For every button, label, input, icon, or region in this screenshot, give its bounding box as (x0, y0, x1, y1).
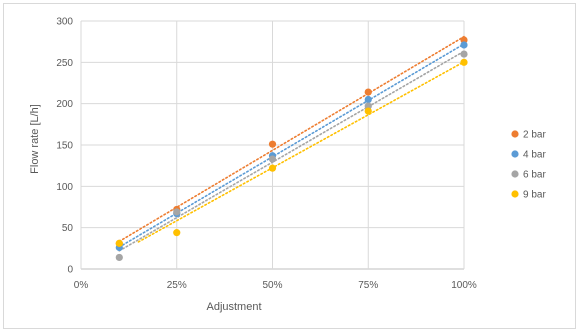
y-tick-label: 300 (56, 17, 73, 28)
trendline (118, 43, 465, 248)
data-points (115, 36, 468, 262)
y-tick-label: 0 (67, 265, 73, 276)
legend-label: 4 bar (523, 150, 546, 161)
x-tick-label: 25% (167, 280, 187, 291)
legend-marker (511, 150, 519, 158)
x-tick-label: 0% (74, 280, 89, 291)
data-point (268, 140, 277, 148)
legend-label: 2 bar (523, 130, 546, 141)
legend-marker (511, 170, 519, 178)
y-tick-label: 100 (56, 182, 73, 193)
y-tick-label: 150 (56, 141, 73, 152)
trendline (118, 35, 465, 243)
data-point (364, 88, 372, 96)
data-point (460, 41, 468, 49)
y-tick-label: 250 (56, 58, 73, 69)
data-point (173, 208, 181, 216)
x-tick-label: 75% (358, 280, 378, 291)
trendlines (118, 35, 465, 252)
data-point (460, 36, 468, 44)
trendline (137, 61, 465, 243)
y-axis-title: Flow rate [L/h] (29, 104, 41, 174)
legend-marker (511, 190, 519, 198)
x-tick-label: 50% (262, 280, 282, 291)
data-point (268, 164, 277, 172)
data-point (115, 253, 123, 262)
data-point (364, 107, 372, 115)
y-axis-ticks: 0 50 100 150 200 250 300 (56, 17, 73, 276)
legend-label: 9 bar (523, 190, 546, 201)
data-point (460, 58, 468, 66)
y-tick-label: 50 (62, 223, 74, 234)
legend-label: 6 bar (523, 170, 546, 181)
flow-rate-chart: 0% 25% 50% 75% 100% 0 50 100 150 200 250 300 Adjus… (29, 17, 546, 314)
data-point (460, 50, 468, 58)
x-axis-title: Adjustment (206, 301, 261, 313)
data-point (364, 95, 372, 104)
x-axis-ticks: 0% 25% 50% 75% 100% (74, 280, 477, 291)
data-point (364, 102, 372, 110)
data-point (115, 239, 123, 247)
chart-area: 0% 25% 50% 75% 100% 0 50 100 150 200 250 300 Adjus… (3, 3, 576, 329)
trendline (118, 50, 465, 252)
y-tick-label: 200 (56, 99, 73, 110)
data-point (173, 229, 181, 237)
legend-marker (511, 130, 519, 138)
legend: 2 bar 4 bar 6 bar 9 bar (511, 130, 546, 201)
x-tick-label: 100% (451, 280, 477, 291)
data-point (268, 155, 277, 163)
